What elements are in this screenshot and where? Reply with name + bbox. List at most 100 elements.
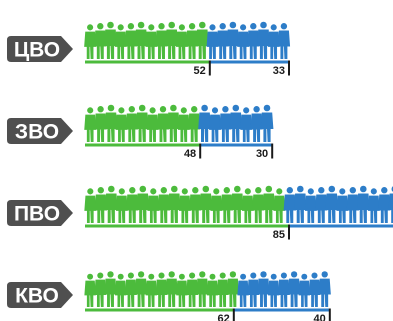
person-icon: [84, 107, 97, 142]
person-icon: [273, 188, 286, 223]
person-icon: [304, 188, 317, 223]
person-icon: [277, 272, 290, 307]
person-icon: [126, 187, 139, 223]
person-icon: [94, 187, 107, 223]
person-icon: [114, 24, 127, 60]
row-4: КВО 62 40: [7, 271, 331, 321]
bar-end-tick: [208, 60, 211, 76]
person-icon: [104, 185, 118, 223]
person-icon: [84, 24, 97, 60]
value-label-blue: 40: [314, 313, 326, 321]
person-icon: [241, 188, 254, 223]
person-icon: [206, 273, 219, 307]
person-icon: [176, 273, 188, 307]
category-label: ПВО: [14, 203, 60, 226]
person-icon: [230, 185, 244, 223]
person-icon: [336, 188, 349, 223]
person-icon: [198, 104, 211, 142]
category-tag: [7, 118, 73, 144]
person-icon: [199, 185, 213, 223]
person-icon: [367, 188, 380, 223]
person-icon: [94, 106, 107, 142]
bar-end-tick: [288, 224, 290, 240]
category-label: ЗВО: [15, 121, 59, 144]
person-icon: [226, 21, 240, 59]
person-icon: [145, 24, 158, 60]
person-icon: [124, 272, 137, 307]
category-tag: [7, 282, 73, 308]
person-icon: [298, 273, 311, 307]
person-icon: [283, 187, 296, 223]
bar-blue: [289, 224, 393, 228]
bar-end-tick: [288, 60, 290, 76]
person-icon: [219, 106, 232, 142]
person-icon: [165, 21, 179, 59]
person-icon: [237, 273, 249, 307]
category-label: КВО: [15, 285, 59, 308]
person-icon: [155, 272, 168, 307]
person-icon: [237, 24, 250, 60]
person-icon: [104, 104, 118, 142]
person-icon: [240, 107, 253, 142]
person-icon: [257, 271, 270, 307]
bar-green: [85, 224, 289, 228]
value-label-blue: 30: [256, 148, 268, 160]
value-label-green: 85: [273, 229, 285, 241]
person-icon: [186, 272, 199, 307]
bar-end-tick: [199, 143, 202, 159]
value-label-green: 48: [184, 148, 196, 160]
person-icon: [167, 185, 181, 223]
person-icon: [257, 21, 270, 59]
person-icon: [165, 271, 178, 307]
person-icon: [325, 185, 339, 223]
person-icon: [267, 273, 280, 307]
person-icon: [318, 271, 331, 307]
person-icon: [277, 23, 291, 59]
person-icon: [104, 271, 117, 307]
person-icon: [94, 272, 107, 307]
person-icon: [147, 188, 160, 223]
person-icon: [134, 271, 148, 307]
bar-blue: [200, 143, 273, 147]
category-tag: [7, 36, 73, 62]
bar-blue: [233, 308, 330, 312]
value-label-green: 52: [194, 65, 206, 77]
person-icon: [189, 187, 202, 223]
value-label-green: 62: [218, 313, 230, 321]
value-label-blue: 33: [273, 65, 285, 77]
person-icon: [315, 187, 328, 223]
person-icon: [260, 104, 274, 142]
row-3: ПВО8555: [7, 185, 393, 241]
person-icon: [136, 185, 150, 223]
person-icon: [346, 187, 359, 223]
person-icon: [293, 185, 307, 223]
person-icon: [195, 21, 209, 59]
person-icon: [252, 187, 265, 223]
person-icon: [178, 188, 191, 223]
person-icon: [210, 188, 223, 223]
person-icon: [146, 107, 159, 142]
person-icon: [115, 188, 128, 223]
person-icon: [250, 106, 263, 142]
bar-green: [85, 60, 210, 64]
row-1: ЦВО 52 33: [7, 21, 291, 77]
person-icon: [157, 187, 170, 223]
bar-green: [85, 143, 201, 147]
bar-end-tick: [328, 308, 331, 321]
person-icon: [247, 272, 260, 307]
person-icon: [177, 107, 190, 142]
person-icon: [287, 271, 301, 307]
person-icon: [135, 104, 149, 142]
person-icon: [196, 271, 209, 307]
person-icon: [220, 187, 233, 223]
person-icon: [226, 271, 240, 307]
person-icon: [388, 185, 393, 223]
person-icon: [209, 107, 221, 142]
person-icon: [115, 107, 128, 142]
person-icon: [84, 273, 96, 307]
person-icon: [188, 106, 201, 142]
bar-green: [85, 308, 234, 312]
person-icon: [125, 106, 138, 142]
person-icon: [308, 272, 321, 307]
